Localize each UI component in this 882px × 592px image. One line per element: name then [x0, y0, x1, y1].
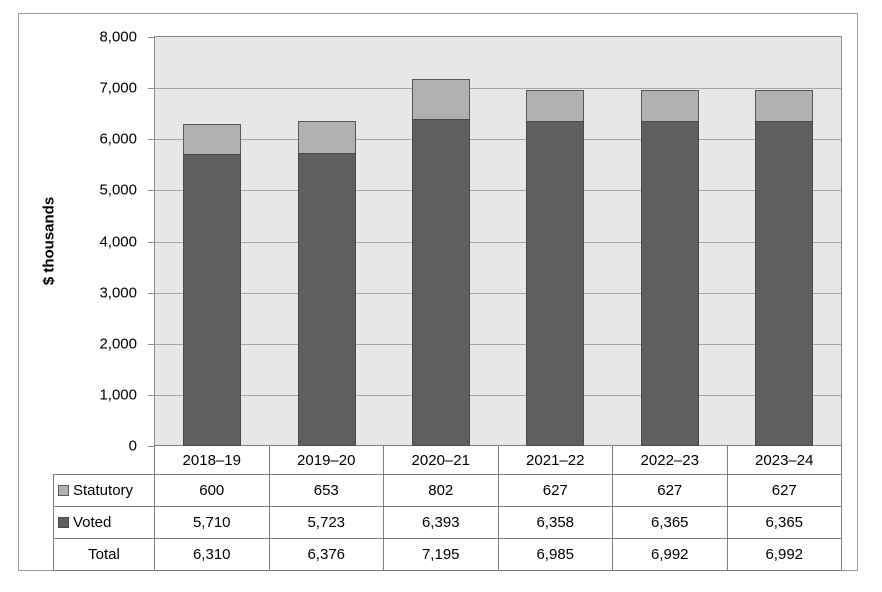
y-axis-tick-label: 6,000 — [99, 130, 137, 148]
voted-bar-segment — [754, 120, 813, 446]
data-table-body: 2018–19 2019–20 2020–21 2021–22 2022–23 2023–… — [53, 445, 842, 571]
legend-swatch-voted-icon — [58, 517, 69, 528]
y-axis-tick-label: 8,000 — [99, 28, 137, 46]
category-header-cell: 2019–20 — [268, 445, 384, 475]
voted-bar-segment — [297, 153, 356, 446]
value-cell: 600 — [154, 474, 270, 507]
y-axis-tick-label: 1,000 — [99, 386, 137, 404]
bar-2020–21 — [411, 79, 470, 446]
row-label-text: Total — [88, 546, 120, 563]
statutory-bar-segment — [640, 89, 699, 122]
row-label-cell: Statutory — [53, 474, 155, 507]
statutory-bar-segment — [297, 121, 356, 155]
value-cell: 7,195 — [383, 538, 499, 571]
statutory-bar-segment — [754, 89, 813, 122]
y-axis-tick — [148, 343, 154, 345]
y-gridline — [155, 139, 841, 141]
y-axis-tick-label: 3,000 — [99, 284, 137, 302]
table-row-voted: Voted 5,710 5,723 6,393 6,358 6,365 6,365 — [53, 506, 842, 539]
y-gridline — [155, 190, 841, 192]
value-cell: 627 — [612, 474, 728, 507]
y-axis-tick — [148, 139, 154, 141]
table-row-statutory: Statutory 600 653 802 627 627 627 — [53, 474, 842, 507]
voted-bar-segment — [526, 120, 585, 446]
y-axis-tick — [148, 88, 154, 90]
y-axis-tick-label: 0 — [128, 437, 137, 455]
y-axis-tick — [148, 446, 154, 447]
row-label-cell: Total — [53, 538, 155, 571]
value-cell: 6,376 — [268, 538, 384, 571]
y-axis-tick-label: 2,000 — [99, 335, 137, 353]
chart-frame: $ thousands 0 1,000 2,000 3,000 4,000 5,000 6,… — [18, 13, 858, 571]
bar-2019–20 — [297, 121, 356, 446]
value-cell: 6,365 — [726, 506, 842, 539]
statutory-bar-segment — [411, 79, 470, 121]
value-cell: 6,358 — [497, 506, 613, 539]
table-header-row: 2018–19 2019–20 2020–21 2021–22 2022–23 2023–… — [54, 445, 842, 475]
value-cell: 6,992 — [726, 538, 842, 571]
bar-2021–22 — [526, 89, 585, 446]
y-gridline — [155, 292, 841, 294]
plot-area — [154, 36, 842, 447]
value-cell: 653 — [268, 474, 384, 507]
table-corner-blank — [54, 446, 155, 475]
statutory-bar-segment — [526, 89, 585, 122]
legend-swatch-statutory-icon — [58, 485, 69, 496]
category-header-cell: 2022–23 — [612, 445, 728, 475]
value-cell: 6,985 — [497, 538, 613, 571]
row-label-text: Statutory — [73, 482, 134, 499]
value-cell: 627 — [726, 474, 842, 507]
y-axis-tick-label: 5,000 — [99, 181, 137, 199]
voted-bar-segment — [640, 120, 699, 446]
row-label-text: Voted — [73, 514, 112, 531]
y-gridline — [155, 88, 841, 90]
row-label-cell: Voted — [53, 506, 155, 539]
y-gridline — [155, 343, 841, 345]
value-cell: 6,393 — [383, 506, 499, 539]
value-cell: 6,365 — [612, 506, 728, 539]
bar-2018–19 — [183, 124, 242, 446]
y-axis-tick-label: 4,000 — [99, 233, 137, 250]
value-cell: 5,710 — [154, 506, 270, 539]
y-axis-tick — [148, 394, 154, 396]
y-axis-tick-label: 7,000 — [99, 79, 137, 97]
category-header-cell: 2023–24 — [726, 445, 842, 475]
y-axis-tick — [148, 241, 154, 243]
voted-bar-segment — [183, 154, 242, 446]
voted-bar-segment — [411, 119, 470, 446]
bar-2023–24 — [754, 89, 813, 446]
bar-2022–23 — [640, 89, 699, 446]
y-axis-tick — [148, 292, 154, 294]
table-row-total: Total 6,310 6,376 7,195 6,985 6,992 6,992 — [53, 538, 842, 571]
value-cell: 802 — [383, 474, 499, 507]
value-cell: 6,992 — [612, 538, 728, 571]
value-cell: 627 — [497, 474, 613, 507]
y-axis-tick — [148, 37, 154, 38]
data-table: 2018–19 2019–20 2020–21 2021–22 2022–23 2023–… — [53, 445, 842, 571]
statutory-bar-segment — [183, 124, 242, 156]
category-header-cell: 2020–21 — [383, 445, 499, 475]
y-gridline — [155, 241, 841, 243]
category-header-cell: 2021–22 — [497, 445, 613, 475]
value-cell: 5,723 — [268, 506, 384, 539]
y-gridline — [155, 394, 841, 396]
y-axis-tick — [148, 190, 154, 192]
category-header-cell: 2018–19 — [154, 445, 270, 475]
value-cell: 6,310 — [154, 538, 270, 571]
